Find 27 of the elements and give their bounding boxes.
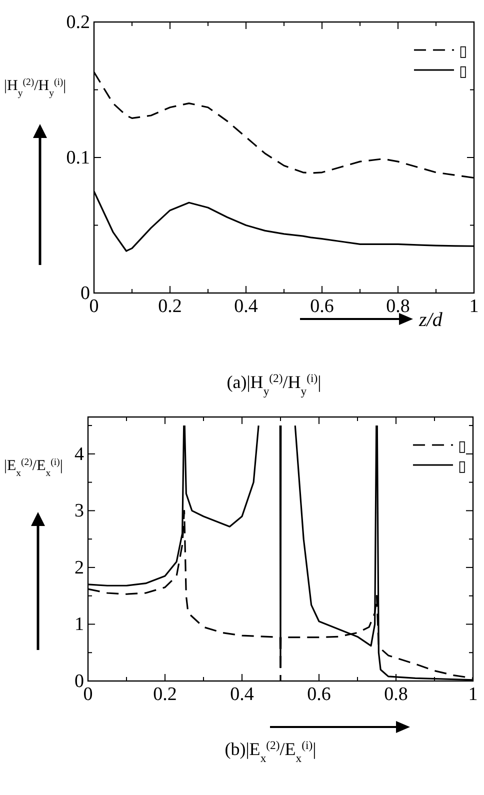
legend-label: ▯ — [458, 457, 466, 475]
y-tick-label: 0.2 — [66, 12, 90, 33]
y-axis-title: |H$_{y}$$^{(2)}$/H$_{y}$$^{(i)}$| — [4, 76, 66, 98]
x-tick-label: 0.2 — [153, 684, 177, 705]
legend-label: ▯ — [458, 437, 466, 455]
x-tick-label: 0.6 — [310, 296, 334, 317]
text: (a)|H$_{y}$$^{(2)}$/H$_{y}$$^{(i)}$| — [226, 372, 322, 398]
y-axis-title: |E$_{x}$$^{(2)}$/E$_{x}$$^{(i)}$| — [4, 456, 63, 478]
x-tick-label: 1 — [468, 684, 478, 705]
x-tick-label: 0.8 — [384, 684, 408, 705]
x-tick-label: 0.6 — [307, 684, 331, 705]
y-tick-label: 1 — [74, 614, 84, 636]
x-tick-label: 0.2 — [158, 296, 182, 317]
y-tick-label: 0 — [74, 671, 84, 692]
legend-label: ▯ — [459, 42, 468, 60]
y-tick-label: 0.1 — [66, 148, 90, 168]
x-tick-label: 0.8 — [386, 296, 410, 317]
text: (b)|E$_{x}$$^{(2)}$/E$_{x}$$^{(i)}$| — [224, 738, 316, 764]
x-tick-label: 0.4 — [230, 684, 254, 705]
y-tick-label: 2 — [74, 557, 84, 578]
x-tick-label: 1 — [469, 296, 479, 317]
y-tick-label: 0 — [80, 283, 90, 304]
legend-label: ▯ — [459, 62, 468, 80]
x-tick-label: 0.4 — [234, 296, 258, 317]
y-tick-label: 3 — [74, 500, 84, 522]
y-tick-label: 4 — [74, 444, 84, 465]
x-axis-title: z/d — [418, 309, 444, 331]
